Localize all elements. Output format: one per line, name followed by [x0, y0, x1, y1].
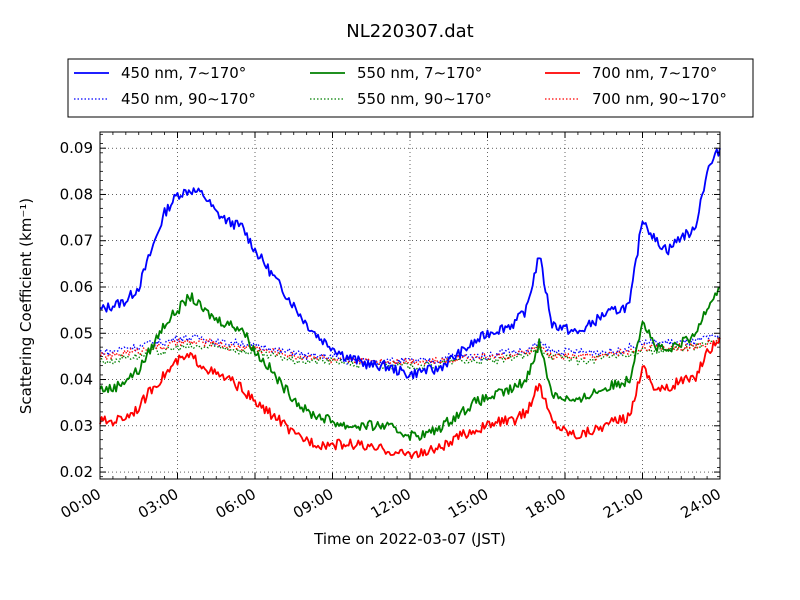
y-tick-labels: 0.02 0.03 0.04 0.05 0.06 0.07 0.08 0.09: [60, 139, 93, 481]
x-axis-label: Time on 2022-03-07 (JST): [313, 530, 506, 548]
series-layer: [99, 148, 721, 460]
series-line-3: [99, 339, 721, 370]
y-tick-label: 0.08: [60, 185, 93, 203]
ticks: [99, 132, 721, 479]
x-tick-label: 00:00: [58, 485, 104, 522]
legend-label: 450 nm, 90∼170°: [121, 90, 256, 108]
y-tick-label: 0.02: [60, 463, 93, 481]
y-tick-label: 0.05: [60, 324, 93, 342]
x-tick-label: 15:00: [445, 485, 491, 522]
x-tick-label: 06:00: [213, 485, 259, 522]
x-tick-label: 21:00: [600, 485, 646, 522]
y-tick-label: 0.03: [60, 417, 93, 435]
legend-label: 700 nm, 90∼170°: [592, 90, 727, 108]
x-tick-label: 03:00: [135, 485, 181, 522]
y-tick-label: 0.09: [60, 139, 93, 157]
y-axis-label: Scattering Coefficient (km⁻¹): [17, 198, 35, 414]
x-tick-labels: 00:00 03:00 06:00 09:00 12:00 15:00 18:00 21:00…: [58, 485, 724, 522]
y-tick-label: 0.06: [60, 278, 93, 296]
y-tick-label: 0.04: [60, 371, 93, 389]
legend-label: 550 nm, 90∼170°: [357, 90, 492, 108]
legend: 450 nm, 7∼170° 450 nm, 90∼170° 550 nm, 7∼1…: [67, 58, 754, 118]
y-tick-label: 0.07: [60, 232, 93, 250]
x-tick-label: 12:00: [368, 485, 414, 522]
grid: [100, 132, 720, 479]
series-line-0: [99, 148, 721, 380]
series-line-1: [99, 333, 721, 366]
chart-title: NL220307.dat: [346, 21, 473, 42]
series-line-5: [99, 338, 721, 366]
legend-label: 550 nm, 7∼170°: [357, 64, 482, 82]
legend-label: 700 nm, 7∼170°: [592, 64, 717, 82]
series-line-2: [99, 286, 721, 442]
series-line-4: [99, 337, 721, 460]
legend-frame: [67, 58, 754, 118]
x-tick-label: 18:00: [523, 485, 569, 522]
x-tick-label: 09:00: [290, 485, 336, 522]
legend-label: 450 nm, 7∼170°: [121, 64, 246, 82]
x-tick-label: 24:00: [678, 485, 724, 522]
